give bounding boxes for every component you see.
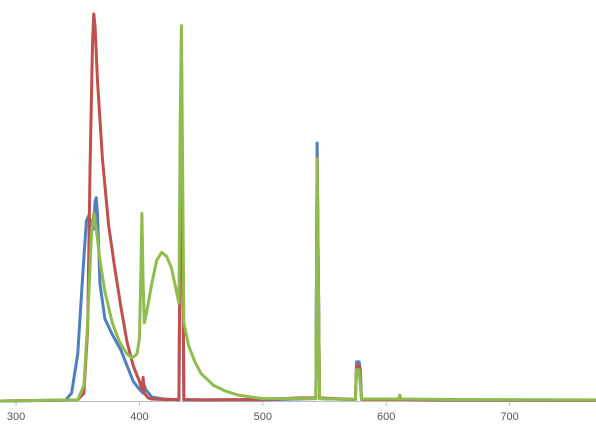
series-line-2: [0, 12, 596, 403]
x-tick-label: 300: [7, 411, 25, 423]
x-tick-label: 400: [130, 411, 148, 423]
series-line-3: [0, 24, 596, 403]
series-layer: [0, 12, 596, 403]
x-axis-ticks: 300 400 500 600 700: [7, 401, 519, 423]
x-tick-label: 700: [500, 411, 518, 423]
x-tick-label: 500: [254, 411, 272, 423]
x-tick-label: 600: [377, 411, 395, 423]
